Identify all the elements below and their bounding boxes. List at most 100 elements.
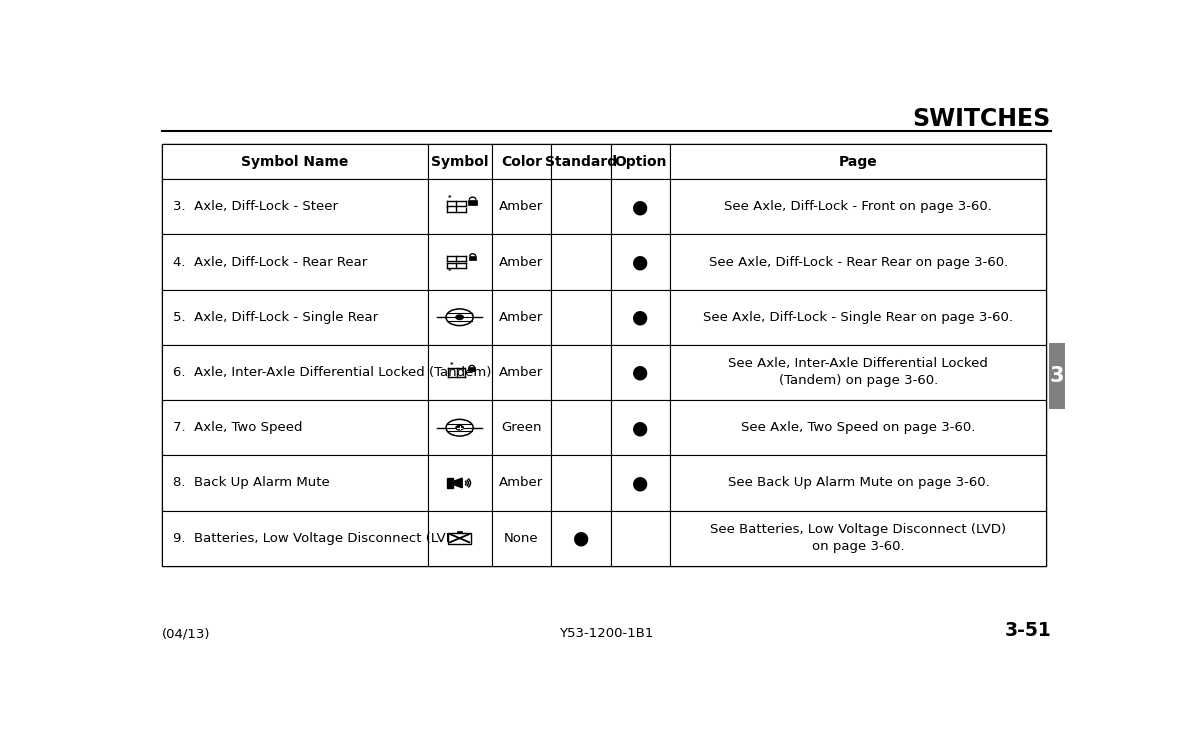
Bar: [162, 144, 1046, 566]
Bar: [671, 400, 1046, 455]
Bar: [551, 511, 610, 566]
Text: 4.  Axle, Diff-Lock - Rear Rear: 4. Axle, Diff-Lock - Rear Rear: [173, 255, 367, 269]
Text: 3.  Axle, Diff-Lock - Steer: 3. Axle, Diff-Lock - Steer: [173, 201, 337, 213]
Bar: [492, 179, 551, 234]
Bar: [427, 144, 492, 179]
Text: ●: ●: [573, 529, 589, 548]
Bar: [551, 179, 610, 234]
Text: See Axle, Two Speed on page 3-60.: See Axle, Two Speed on page 3-60.: [742, 421, 976, 434]
Bar: [671, 345, 1046, 400]
Polygon shape: [453, 478, 463, 488]
Bar: [492, 144, 551, 179]
Bar: [162, 234, 427, 290]
Text: ●: ●: [633, 418, 648, 437]
Bar: [610, 400, 671, 455]
Text: See Batteries, Low Voltage Disconnect (LVD)
on page 3-60.: See Batteries, Low Voltage Disconnect (L…: [710, 523, 1007, 553]
Bar: [427, 400, 492, 455]
Bar: [427, 511, 492, 566]
Bar: [551, 290, 610, 345]
Bar: [1049, 343, 1065, 409]
Bar: [162, 455, 427, 510]
Text: *: *: [448, 195, 452, 201]
Text: Amber: Amber: [499, 366, 544, 379]
Bar: [162, 144, 427, 179]
Text: ●: ●: [633, 474, 648, 493]
Circle shape: [446, 419, 473, 436]
Text: See Axle, Inter-Axle Differential Locked
(Tandem) on page 3-60.: See Axle, Inter-Axle Differential Locked…: [729, 357, 988, 387]
Bar: [551, 144, 610, 179]
Bar: [551, 345, 610, 400]
Bar: [427, 290, 492, 345]
Bar: [162, 179, 427, 234]
Text: *: *: [448, 268, 452, 274]
Bar: [551, 400, 610, 455]
Text: Symbol: Symbol: [431, 154, 489, 168]
Bar: [671, 179, 1046, 234]
Bar: [551, 455, 610, 510]
Text: 6.  Axle, Inter-Axle Differential Locked (Tandem): 6. Axle, Inter-Axle Differential Locked …: [173, 366, 491, 379]
Bar: [162, 290, 427, 345]
Text: ●: ●: [633, 253, 648, 272]
Bar: [671, 234, 1046, 290]
Text: ●: ●: [633, 197, 648, 216]
Circle shape: [446, 309, 473, 326]
Text: Amber: Amber: [499, 311, 544, 324]
Text: None: None: [504, 531, 538, 545]
Bar: [610, 144, 671, 179]
Circle shape: [455, 315, 464, 320]
Bar: [468, 367, 476, 371]
Text: (04/13): (04/13): [162, 627, 211, 640]
Text: 8.  Back Up Alarm Mute: 8. Back Up Alarm Mute: [173, 477, 329, 490]
Bar: [427, 455, 492, 510]
Bar: [492, 400, 551, 455]
Bar: [468, 200, 477, 205]
Text: 3: 3: [1049, 366, 1065, 386]
Bar: [671, 455, 1046, 510]
Text: Option: Option: [614, 154, 667, 168]
Text: See Back Up Alarm Mute on page 3-60.: See Back Up Alarm Mute on page 3-60.: [728, 477, 989, 490]
Text: See Axle, Diff-Lock - Single Rear on page 3-60.: See Axle, Diff-Lock - Single Rear on pag…: [704, 311, 1014, 324]
Text: Color: Color: [500, 154, 542, 168]
Bar: [468, 256, 477, 261]
Bar: [671, 511, 1046, 566]
Text: 5.  Axle, Diff-Lock - Single Rear: 5. Axle, Diff-Lock - Single Rear: [173, 311, 377, 324]
Bar: [610, 290, 671, 345]
Text: See Axle, Diff-Lock - Front on page 3-60.: See Axle, Diff-Lock - Front on page 3-60…: [724, 201, 993, 213]
Text: Amber: Amber: [499, 201, 544, 213]
Bar: [671, 290, 1046, 345]
Bar: [610, 345, 671, 400]
Bar: [492, 234, 551, 290]
Text: Page: Page: [839, 154, 878, 168]
Text: ●: ●: [633, 307, 648, 326]
Bar: [162, 511, 427, 566]
Text: SWITCHES: SWITCHES: [913, 107, 1051, 131]
Bar: [492, 511, 551, 566]
Bar: [492, 290, 551, 345]
Bar: [610, 455, 671, 510]
Text: 3-51: 3-51: [1004, 621, 1051, 640]
Bar: [457, 531, 463, 533]
Bar: [610, 234, 671, 290]
Bar: [671, 144, 1046, 179]
Bar: [492, 455, 551, 510]
Bar: [551, 234, 610, 290]
Bar: [427, 345, 492, 400]
Text: Standard: Standard: [545, 154, 618, 168]
Text: Green: Green: [502, 421, 542, 434]
Text: Y53-1200-1B1: Y53-1200-1B1: [560, 627, 653, 640]
Bar: [448, 533, 471, 544]
Polygon shape: [447, 478, 453, 488]
Bar: [610, 179, 671, 234]
Bar: [427, 179, 492, 234]
Bar: [610, 511, 671, 566]
Text: 9.  Batteries, Low Voltage Disconnect (LVD): 9. Batteries, Low Voltage Disconnect (LV…: [173, 531, 460, 545]
Bar: [492, 345, 551, 400]
Text: See Axle, Diff-Lock - Rear Rear on page 3-60.: See Axle, Diff-Lock - Rear Rear on page …: [709, 255, 1008, 269]
Text: 7.  Axle, Two Speed: 7. Axle, Two Speed: [173, 421, 302, 434]
Circle shape: [455, 425, 464, 430]
Bar: [162, 345, 427, 400]
Bar: [427, 234, 492, 290]
Text: Amber: Amber: [499, 255, 544, 269]
Text: Amber: Amber: [499, 477, 544, 490]
Text: Symbol Name: Symbol Name: [241, 154, 348, 168]
